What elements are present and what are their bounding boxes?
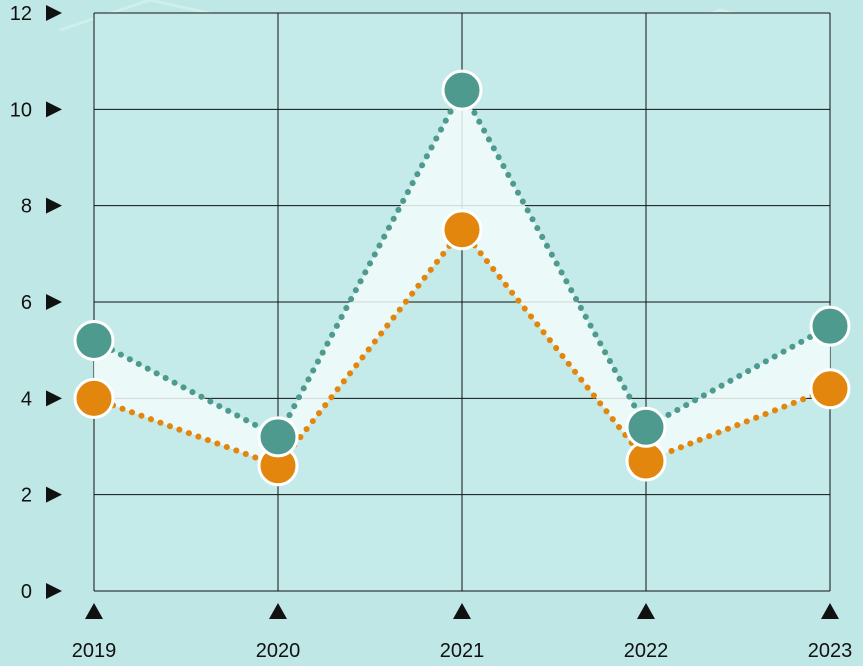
- y-tick-arrow-0: [46, 583, 62, 599]
- x-tick-arrow-2023: [821, 603, 839, 619]
- series-2-point-2021: [441, 209, 483, 251]
- series-1-line: [91, 87, 833, 440]
- axes: 0 2 4 6 8 10 12 2019 2020 2021 2022 2023: [10, 3, 853, 662]
- x-tick-label-2019: 2019: [72, 640, 117, 662]
- series-2-point-2023: [809, 368, 851, 410]
- series-1-point-2019: [73, 320, 115, 362]
- series-band: [94, 90, 830, 466]
- series-band-fill: [94, 90, 830, 466]
- series-1-point-2021: [441, 69, 483, 111]
- x-tick-label-2023: 2023: [808, 640, 853, 662]
- y-tick-arrow-6: [46, 294, 62, 310]
- x-tick-arrow-2019: [85, 603, 103, 619]
- y-tick-label-4: 4: [21, 388, 32, 410]
- series-layer: [73, 69, 851, 487]
- x-tick-label-2021: 2021: [440, 640, 485, 662]
- y-tick-label-0: 0: [21, 581, 32, 603]
- y-tick-label-6: 6: [21, 292, 32, 314]
- series-1-point-2023: [809, 305, 851, 347]
- y-tick-label-2: 2: [21, 485, 32, 507]
- x-tick-label-2022: 2022: [624, 640, 669, 662]
- y-tick-arrow-12: [46, 5, 62, 21]
- x-tick-arrow-2021: [453, 603, 471, 619]
- y-tick-arrow-8: [46, 197, 62, 214]
- series-1-point-2020: [257, 416, 299, 458]
- series-1-point-2022: [625, 406, 667, 448]
- y-tick-label-8: 8: [21, 196, 32, 218]
- y-tick-arrow-2: [46, 486, 62, 503]
- series-2-point-2019: [73, 377, 115, 419]
- y-tick-arrow-4: [46, 390, 62, 407]
- y-tick-label-10: 10: [10, 99, 32, 121]
- x-tick-arrow-2020: [269, 603, 287, 619]
- x-tick-arrow-2022: [637, 603, 655, 619]
- x-tick-label-2020: 2020: [256, 640, 301, 662]
- y-tick-label-12: 12: [10, 3, 32, 25]
- y-tick-arrow-10: [46, 101, 62, 118]
